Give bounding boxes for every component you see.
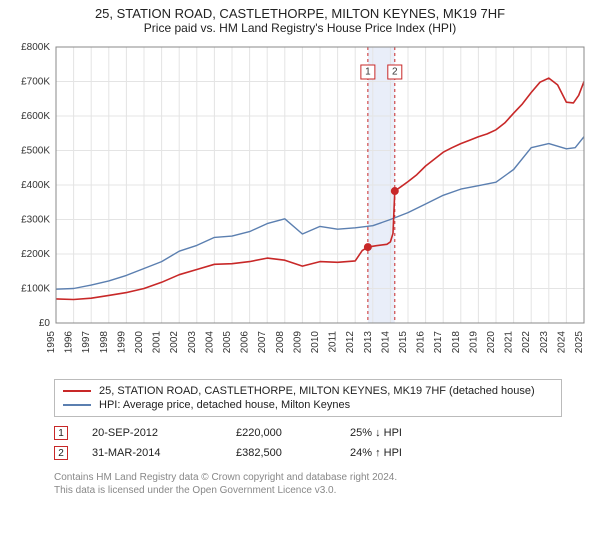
transaction-date: 31-MAR-2014 — [92, 447, 212, 459]
plot-area: £0 £100K £200K £300K £400K £500K £600K £700K £80… — [10, 39, 590, 369]
svg-text:2000: 2000 — [134, 331, 145, 354]
svg-text:2017: 2017 — [433, 331, 444, 354]
legend-item: HPI: Average price, detached house, Milt… — [63, 398, 553, 412]
svg-text:£800K: £800K — [21, 42, 50, 53]
svg-text:2011: 2011 — [328, 331, 339, 353]
svg-text:1: 1 — [365, 67, 371, 78]
svg-text:1997: 1997 — [81, 331, 92, 354]
svg-text:2001: 2001 — [152, 331, 163, 354]
svg-text:2019: 2019 — [468, 331, 479, 354]
svg-text:2009: 2009 — [292, 331, 303, 354]
svg-text:2004: 2004 — [204, 331, 215, 354]
footer-line1: Contains HM Land Registry data © Crown c… — [54, 471, 586, 484]
svg-text:2005: 2005 — [222, 331, 233, 354]
svg-text:2002: 2002 — [169, 331, 180, 354]
svg-text:£300K: £300K — [21, 215, 50, 226]
svg-text:2015: 2015 — [398, 331, 409, 354]
svg-text:2006: 2006 — [240, 331, 251, 354]
svg-text:£500K: £500K — [21, 146, 50, 157]
svg-text:£700K: £700K — [21, 77, 50, 88]
svg-text:£0: £0 — [39, 318, 51, 329]
chart-subtitle: Price paid vs. HM Land Registry's House … — [10, 21, 590, 35]
transaction-row: 2 31-MAR-2014 £382,500 24% ↑ HPI — [54, 443, 562, 463]
svg-text:2014: 2014 — [380, 331, 391, 354]
svg-text:2016: 2016 — [416, 331, 427, 354]
svg-text:£400K: £400K — [21, 180, 50, 191]
svg-text:2010: 2010 — [310, 331, 321, 354]
transaction-price: £382,500 — [236, 447, 326, 459]
svg-text:2021: 2021 — [504, 331, 515, 354]
svg-text:1996: 1996 — [64, 331, 75, 354]
svg-text:2023: 2023 — [539, 331, 550, 354]
svg-text:2025: 2025 — [574, 331, 585, 354]
transaction-price: £220,000 — [236, 427, 326, 439]
svg-text:1998: 1998 — [99, 331, 110, 354]
transaction-delta: 25% ↓ HPI — [350, 427, 430, 439]
legend-item: 25, STATION ROAD, CASTLETHORPE, MILTON K… — [63, 384, 553, 398]
svg-text:2024: 2024 — [556, 331, 567, 354]
chart-container: 25, STATION ROAD, CASTLETHORPE, MILTON K… — [0, 0, 600, 497]
legend: 25, STATION ROAD, CASTLETHORPE, MILTON K… — [54, 379, 562, 417]
svg-text:1995: 1995 — [46, 331, 57, 354]
svg-text:£600K: £600K — [21, 111, 50, 122]
footer-attribution: Contains HM Land Registry data © Crown c… — [54, 471, 586, 497]
svg-text:1999: 1999 — [116, 331, 127, 354]
legend-swatch — [63, 390, 91, 392]
legend-swatch — [63, 404, 91, 406]
transaction-delta: 24% ↑ HPI — [350, 447, 430, 459]
chart-title: 25, STATION ROAD, CASTLETHORPE, MILTON K… — [10, 6, 590, 21]
svg-text:2022: 2022 — [521, 331, 532, 354]
svg-text:2007: 2007 — [257, 331, 268, 354]
svg-text:2012: 2012 — [345, 331, 356, 354]
svg-text:2008: 2008 — [275, 331, 286, 354]
legend-label: 25, STATION ROAD, CASTLETHORPE, MILTON K… — [99, 385, 535, 397]
svg-text:2020: 2020 — [486, 331, 497, 354]
transaction-marker: 2 — [54, 446, 68, 460]
svg-text:2018: 2018 — [451, 331, 462, 354]
svg-text:2: 2 — [392, 67, 398, 78]
transactions-table: 1 20-SEP-2012 £220,000 25% ↓ HPI 2 31-MAR-201… — [54, 423, 562, 463]
transaction-marker: 1 — [54, 426, 68, 440]
line-chart: £0 £100K £200K £300K £400K £500K £600K £700K £80… — [10, 39, 590, 369]
transaction-date: 20-SEP-2012 — [92, 427, 212, 439]
svg-text:2013: 2013 — [363, 331, 374, 354]
legend-label: HPI: Average price, detached house, Milt… — [99, 399, 350, 411]
svg-text:£200K: £200K — [21, 249, 50, 260]
svg-text:£100K: £100K — [21, 284, 50, 295]
svg-text:2003: 2003 — [187, 331, 198, 354]
transaction-row: 1 20-SEP-2012 £220,000 25% ↓ HPI — [54, 423, 562, 443]
footer-line2: This data is licensed under the Open Gov… — [54, 484, 586, 497]
